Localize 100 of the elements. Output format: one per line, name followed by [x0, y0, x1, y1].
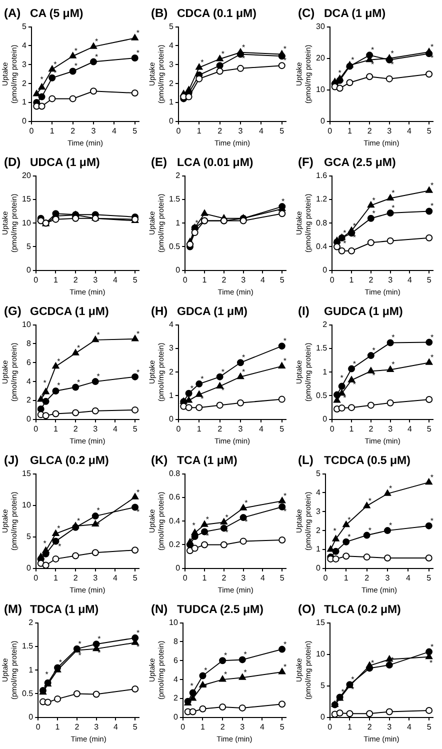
- x-tick-label: 3: [238, 126, 244, 136]
- chart-title: GLCA (0.2 μM): [30, 455, 109, 467]
- y-tick-label: 0: [316, 564, 321, 573]
- chart-title: CDCA (0.1 μM): [177, 8, 256, 20]
- y-tick-label: 2: [28, 618, 34, 628]
- annotation: *: [244, 650, 247, 660]
- annotation: *: [368, 496, 372, 506]
- annotation: *: [96, 506, 100, 516]
- x-tick-label: 4: [407, 275, 412, 284]
- y-tick-label: 4: [26, 376, 32, 386]
- annotation: *: [200, 374, 204, 384]
- chart-title: GUDCA (1 μM): [324, 306, 403, 318]
- annotation: *: [333, 526, 336, 536]
- x-tick-label: 1: [349, 275, 354, 284]
- y-tick-label: 4: [22, 40, 27, 50]
- x-tick-label: 0: [330, 424, 335, 434]
- y-tick-label: 10: [22, 320, 32, 330]
- y-tick-label: 0: [320, 116, 326, 126]
- annotation: *: [351, 675, 354, 684]
- x-tick-label: 1: [202, 275, 208, 284]
- text: (K): [151, 453, 169, 467]
- x-tick-label: 1: [54, 424, 58, 434]
- annotation: *: [370, 46, 374, 55]
- annotation: *: [136, 368, 140, 377]
- y-tick-label: 10: [316, 85, 326, 94]
- x-tick-label: 2: [218, 424, 223, 434]
- x-tick-label: 5: [132, 424, 138, 434]
- annotation: *: [190, 681, 194, 690]
- y-tick-label: 0.4: [316, 242, 328, 251]
- y-tick-label: 10: [22, 218, 32, 228]
- x-tick-label: 2: [368, 275, 374, 284]
- annotation: *: [352, 221, 356, 230]
- y-tick-label: 2: [316, 526, 321, 535]
- annotation: *: [224, 670, 228, 680]
- x-tick-label: 3: [388, 424, 394, 434]
- y-tick-label: 1.6: [316, 171, 328, 180]
- annotation: *: [370, 658, 374, 668]
- annotation: *: [283, 336, 287, 346]
- chart-title: TUDCA (2.5 μM): [177, 604, 264, 616]
- annotation: *: [340, 373, 344, 382]
- chart-title: CA (5 μM): [30, 8, 84, 20]
- annotation: *: [225, 512, 228, 522]
- x-tick-label: 4: [406, 126, 412, 136]
- y-tick-label: 0: [26, 414, 32, 424]
- chart-title: TCA (1 μM): [177, 455, 238, 467]
- x-tick-label: 3: [91, 126, 96, 136]
- y-tick-label: 0: [176, 564, 181, 573]
- y-tick-label: 3: [168, 60, 174, 69]
- y-tick-label: 30: [316, 22, 326, 32]
- annotation: *: [430, 202, 434, 211]
- text: (M): [4, 602, 23, 616]
- x-tick-label: 2: [368, 424, 374, 434]
- x-tick-label: 5: [132, 275, 138, 284]
- y-tick-label: 0.5: [22, 688, 34, 698]
- text: (N): [151, 602, 169, 616]
- x-tick-label: 4: [112, 126, 117, 136]
- x-tick-label: 2: [73, 424, 78, 434]
- y-tick-label: 8: [26, 338, 32, 348]
- chart-title: GCDCA (1 μM): [30, 306, 109, 318]
- annotation: *: [76, 378, 80, 388]
- y-tick-label: 0.8: [168, 469, 181, 478]
- annotation: *: [352, 359, 356, 368]
- annotation: *: [136, 48, 140, 58]
- text: (A): [4, 6, 22, 20]
- annotation: *: [368, 526, 372, 535]
- x-tick-label: 2: [70, 126, 76, 136]
- annotation: *: [204, 666, 208, 676]
- annotation: *: [206, 515, 209, 524]
- x-tick-label: 1: [348, 126, 352, 136]
- x-tick-label: 3: [93, 424, 98, 434]
- y-tick-label: 3: [22, 60, 27, 69]
- y-tick-label: 5: [26, 532, 32, 542]
- y-tick-label: 0: [168, 414, 174, 424]
- annotation: *: [43, 378, 46, 388]
- x-tick-label: 2: [220, 722, 226, 732]
- y-tick-label: 2: [173, 694, 178, 703]
- x-tick-label: 2: [367, 126, 372, 136]
- y-tick-label: 0: [168, 116, 174, 126]
- text: (F): [298, 155, 314, 169]
- chart-title: LCA (0.01 μM): [177, 157, 254, 169]
- x-tick-label: 2: [367, 722, 372, 732]
- x-tick-label: 1: [54, 573, 58, 582]
- annotation: *: [430, 353, 434, 362]
- chart-title: TCDCA (0.5 μM): [324, 455, 410, 467]
- x-tick-label: 4: [112, 424, 118, 434]
- annotation: *: [195, 218, 198, 228]
- x-tick-label: 4: [112, 275, 118, 284]
- text: (H): [151, 304, 169, 318]
- annotation: *: [392, 204, 395, 213]
- annotation: *: [430, 181, 434, 190]
- annotation: *: [74, 62, 78, 71]
- annotation: *: [392, 360, 395, 370]
- x-tick-label: 1: [196, 424, 202, 434]
- annotation: *: [76, 516, 80, 526]
- x-tick-label: 4: [258, 424, 264, 434]
- annotation: *: [392, 333, 395, 342]
- annotation: *: [57, 524, 60, 534]
- x-tick-label: 1: [202, 573, 208, 582]
- x-tick-label: 2: [73, 573, 78, 582]
- annotation: *: [392, 188, 395, 198]
